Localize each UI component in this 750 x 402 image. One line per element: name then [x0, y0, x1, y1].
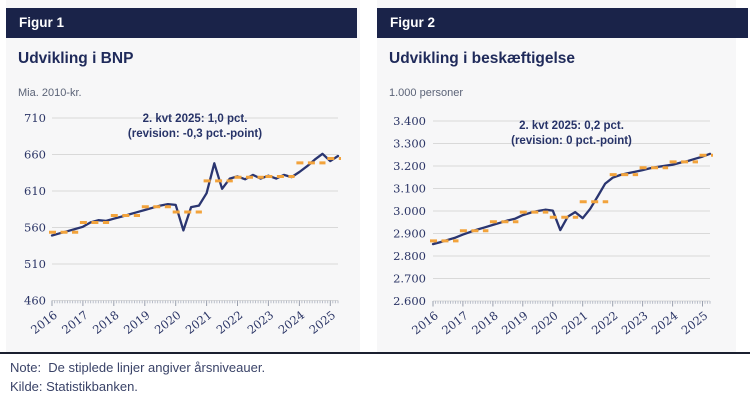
x-axis-year-label: 2024 — [649, 308, 681, 337]
x-axis-year-label: 2018 — [469, 308, 501, 337]
y-axis-tick-label: 660 — [24, 148, 46, 162]
y-axis-tick-label: 2.800 — [393, 249, 426, 263]
figure2-card: Figur 2 Udvikling i beskæftigelse 1.000 … — [377, 0, 748, 352]
footer-divider — [0, 352, 750, 354]
x-axis-year-label: 2022 — [589, 308, 621, 337]
source-text: Kilde: Statistikbanken. — [10, 378, 138, 394]
note-text: Note: De stiplede linjer angiver årsnive… — [10, 360, 266, 375]
figure1-tag-label: Figur 1 — [19, 15, 65, 30]
y-axis-tick-label: 610 — [24, 184, 46, 198]
x-axis-year-label: 2020 — [152, 308, 184, 337]
figure2-chart-svg: 2.600 2.700 2.800 2.900 3.000 3.100 3.200 3.300… — [393, 114, 713, 337]
x-axis-year-label: 2024 — [276, 308, 308, 337]
figure2-title: Udvikling i beskæftigelse — [389, 50, 576, 67]
y-axis-tick-label: 3.100 — [393, 182, 426, 196]
x-axis-year-label: 2025 — [306, 308, 338, 337]
x-axis-year-label: 2017 — [439, 308, 471, 337]
figure1-annotation-line2: (revision: -0,3 pct.-point) — [127, 128, 263, 140]
y-axis-tick-label: 460 — [24, 294, 46, 308]
y-axis-tick-label: 2.600 — [393, 294, 426, 308]
figure2-annotation: 2. kvt 2025: 0,2 pct. (revision: 0 pct.-… — [433, 119, 710, 149]
x-axis-year-label: 2019 — [121, 308, 153, 337]
figure1-unit-label: Mia. 2010-kr. — [18, 87, 82, 99]
quarterly-series-line — [431, 152, 712, 246]
y-axis-tick-label: 2.700 — [393, 272, 426, 286]
y-axis-tick-label: 710 — [24, 111, 46, 125]
y-axis-tick-label: 3.300 — [393, 137, 426, 151]
x-axis-year-label: 2023 — [245, 308, 277, 337]
figure1-tag-bar: Figur 1 — [6, 8, 357, 38]
x-axis-year-label: 2023 — [619, 308, 651, 337]
x-axis-year-label: 2019 — [499, 308, 531, 337]
x-axis-year-label: 2016 — [409, 308, 441, 337]
x-axis-year-label: 2021 — [559, 308, 591, 337]
y-axis-tick-label: 3.400 — [393, 114, 426, 128]
figure2-tag-bar: Figur 2 — [377, 8, 748, 38]
x-axis-year-label: 2020 — [529, 308, 561, 337]
figure2-annotation-line1: 2. kvt 2025: 0,2 pct. — [519, 120, 624, 132]
y-axis-tick-label: 3.200 — [393, 159, 426, 173]
footer-notes: Note: De stiplede linjer angiver årsnive… — [10, 359, 265, 396]
figure2-annotation-line2: (revision: 0 pct.-point) — [511, 135, 632, 147]
x-axis-year-label: 2016 — [28, 308, 60, 337]
x-axis-year-label: 2017 — [59, 308, 91, 337]
y-axis-tick-label: 3.000 — [393, 204, 426, 218]
y-axis-tick-label: 510 — [24, 257, 46, 271]
figure2-tag-label: Figur 2 — [390, 15, 436, 30]
figure1-annotation: 2. kvt 2025: 1,0 pct. (revision: -0,3 pc… — [52, 112, 338, 142]
x-axis-year-label: 2018 — [90, 308, 122, 337]
figure1-annotation-line1: 2. kvt 2025: 1,0 pct. — [142, 113, 248, 125]
x-axis-year-label: 2022 — [214, 308, 246, 337]
y-axis-tick-label: 560 — [24, 221, 46, 235]
figure1-card: Figur 1 Udvikling i BNP Mia. 2010-kr. 2.… — [6, 0, 360, 352]
figure1-title: Udvikling i BNP — [18, 50, 134, 67]
x-axis-year-label: 2021 — [183, 308, 215, 337]
figure2-unit-label: 1.000 personer — [389, 87, 463, 99]
y-axis-tick-label: 2.900 — [393, 227, 426, 241]
x-axis-year-label: 2025 — [679, 308, 711, 337]
